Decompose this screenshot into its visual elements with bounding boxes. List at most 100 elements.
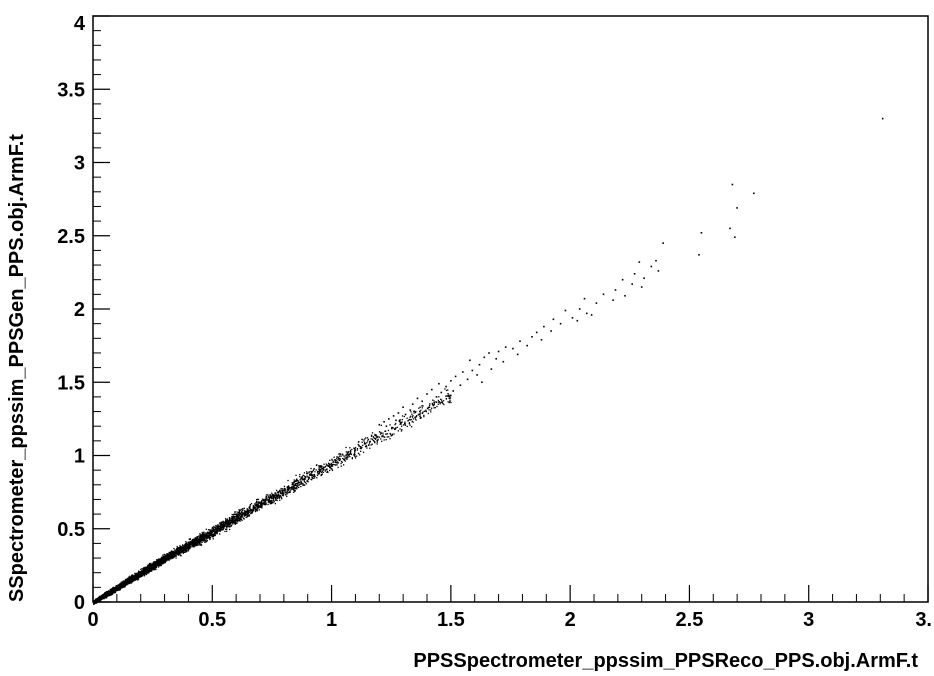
scatter-point — [139, 573, 142, 576]
scatter-point — [119, 588, 121, 590]
scatter-point — [204, 537, 206, 539]
scatter-point — [175, 555, 177, 557]
scatter-point — [236, 518, 238, 521]
scatter-point — [212, 534, 215, 537]
scatter-point — [226, 524, 229, 526]
scatter-point — [272, 498, 274, 500]
scatter-point — [213, 535, 215, 537]
scatter-point — [296, 485, 298, 487]
scatter-point — [187, 546, 189, 548]
scatter-point — [444, 388, 446, 390]
scatter-point — [142, 574, 144, 576]
scatter-point — [201, 540, 203, 542]
scatter-point — [182, 545, 184, 547]
scatter-point — [294, 490, 296, 492]
scatter-point — [271, 501, 273, 503]
scatter-point — [100, 598, 102, 600]
scatter-point — [304, 476, 306, 478]
scatter-point — [159, 561, 161, 563]
scatter-point — [207, 535, 209, 537]
scatter-point — [163, 556, 166, 558]
scatter-point — [264, 503, 266, 505]
scatter-point — [213, 525, 215, 528]
y-tick-label: 0.5 — [57, 519, 85, 541]
scatter-point — [338, 459, 341, 462]
scatter-point — [299, 483, 301, 485]
scatter-point — [132, 575, 134, 577]
scatter-point — [376, 440, 378, 442]
scatter-point — [441, 402, 443, 404]
scatter-point — [230, 520, 233, 522]
scatter-point — [154, 562, 157, 564]
scatter-point — [165, 557, 168, 560]
scatter-point — [99, 598, 101, 601]
scatter-point — [204, 539, 206, 541]
scatter-point — [145, 570, 147, 572]
scatter-point — [243, 507, 245, 509]
scatter-point — [354, 455, 356, 458]
scatter-point — [190, 542, 192, 544]
scatter-point — [195, 537, 198, 539]
scatter-point — [297, 480, 300, 482]
scatter-point — [265, 503, 267, 505]
scatter-point — [251, 510, 254, 512]
scatter-point — [164, 561, 166, 563]
scatter-point — [96, 600, 98, 602]
scatter-point — [114, 588, 116, 590]
scatter-point — [161, 556, 163, 558]
scatter-point — [117, 584, 119, 586]
scatter-point — [169, 551, 172, 553]
scatter-point — [224, 525, 226, 528]
scatter-point — [368, 442, 371, 444]
scatter-point — [189, 544, 191, 546]
scatter-point — [380, 431, 382, 434]
scatter-point — [191, 539, 193, 541]
scatter-point — [224, 530, 226, 533]
scatter-point — [430, 411, 432, 413]
scatter-point — [411, 416, 414, 418]
scatter-point — [220, 528, 222, 530]
scatter-point — [187, 548, 189, 550]
scatter-point — [283, 491, 285, 493]
scatter-point — [159, 560, 162, 562]
scatter-point — [430, 409, 432, 411]
scatter-point — [244, 511, 246, 513]
scatter-point — [396, 426, 398, 428]
scatter-point — [140, 573, 142, 575]
scatter-point — [437, 403, 439, 405]
scatter-point — [374, 434, 376, 436]
scatter-point — [214, 530, 216, 532]
scatter-point — [235, 522, 237, 524]
scatter-point — [148, 569, 150, 572]
x-tick-label: 1 — [326, 609, 337, 631]
scatter-point — [296, 479, 298, 481]
scatter-point — [259, 502, 261, 504]
scatter-point — [275, 489, 278, 492]
scatter-point — [184, 551, 186, 553]
scatter-point — [354, 457, 357, 459]
scatter-point — [306, 471, 308, 473]
scatter-point — [293, 486, 295, 488]
scatter-point — [274, 497, 276, 499]
scatter-point — [269, 496, 271, 499]
scatter-point — [266, 497, 268, 499]
scatter-point — [199, 533, 201, 535]
scatter-point — [366, 437, 369, 439]
scatter-point — [173, 548, 175, 550]
scatter-point — [163, 553, 165, 556]
scatter-point — [123, 586, 126, 588]
scatter-point — [195, 538, 197, 540]
scatter-point — [440, 399, 443, 401]
scatter-point — [247, 511, 250, 513]
scatter-point — [409, 424, 411, 426]
scatter-point — [433, 403, 435, 405]
scatter-point — [471, 369, 474, 372]
scatter-point — [269, 503, 271, 505]
scatter-point — [226, 525, 228, 528]
scatter-point — [288, 488, 291, 490]
scatter-point — [150, 566, 152, 568]
scatter-point — [442, 402, 444, 405]
scatter-point — [638, 261, 641, 263]
scatter-point — [512, 347, 514, 350]
scatter-point — [185, 548, 187, 550]
